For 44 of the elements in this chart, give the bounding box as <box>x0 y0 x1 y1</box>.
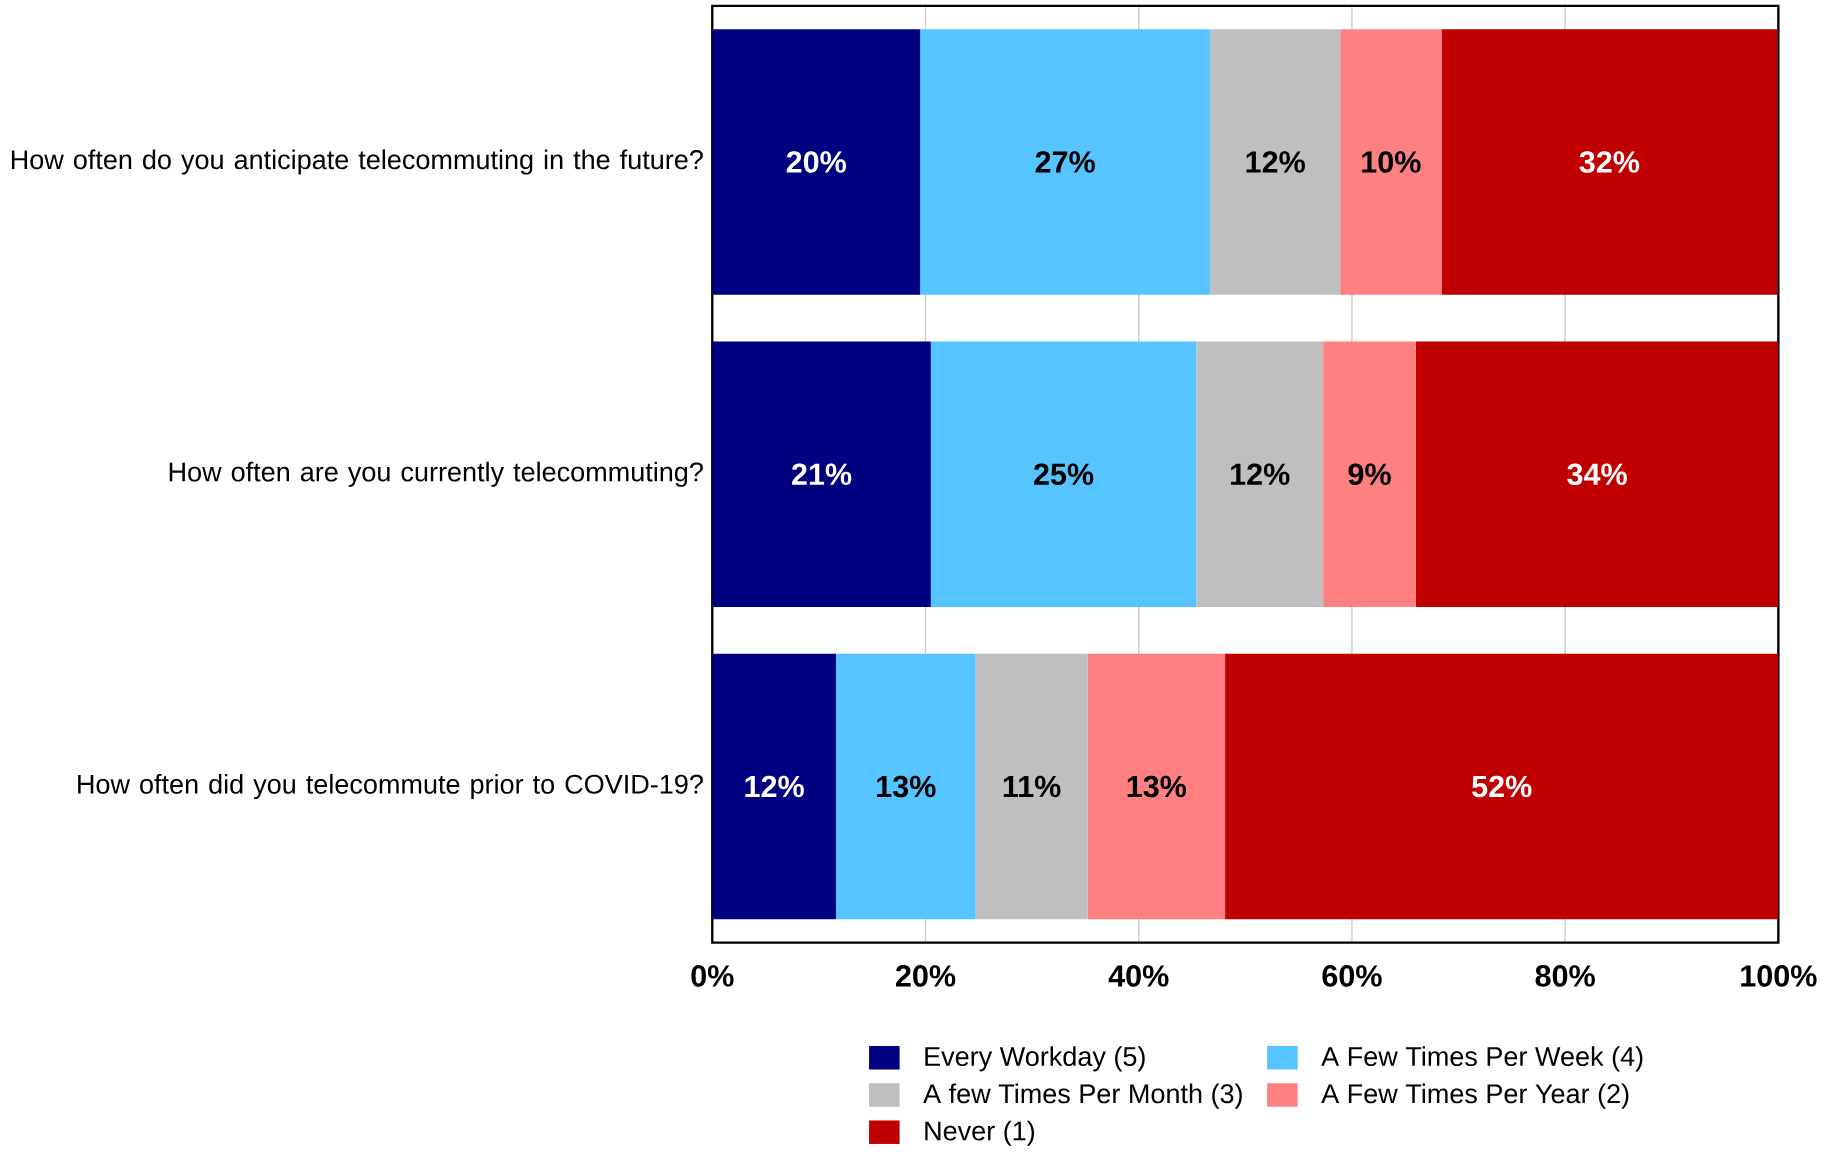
bar <box>1196 341 1324 608</box>
y-tick-label: How often do you anticipate telecommuting in the future? <box>11 149 703 175</box>
data-label: 52% <box>1472 775 1532 798</box>
y-tick-label: How often are you currently telecommuting? <box>169 461 703 488</box>
data-label: 20% <box>786 151 846 174</box>
data-label: 12% <box>745 775 804 798</box>
legend-label: A Few Times Per Year (2) <box>1321 1083 1629 1109</box>
legend-label: A few Times Per Month (3) <box>923 1083 1242 1109</box>
data-label: 25% <box>1034 463 1094 486</box>
legend-label: Every Workday (5) <box>925 1046 1145 1072</box>
bar <box>1087 654 1226 920</box>
bar <box>1415 341 1779 608</box>
data-label: 11% <box>1003 775 1061 798</box>
bar <box>712 654 836 920</box>
data-label: 27% <box>1035 151 1095 173</box>
bar <box>975 654 1088 920</box>
data-label: 9% <box>1348 463 1391 486</box>
data-label: 13% <box>877 775 936 798</box>
data-label: 34% <box>1567 463 1627 486</box>
bar <box>1225 654 1779 920</box>
x-tick-label: 60% <box>1322 965 1382 987</box>
bar <box>712 29 921 295</box>
y-tick-label: How often did you telecommute prior to COVID-19? <box>78 774 703 800</box>
x-tick-label: 100% <box>1741 965 1817 987</box>
bar <box>835 654 976 920</box>
bar <box>930 341 1197 608</box>
bar <box>712 341 931 608</box>
x-tick-label: 40% <box>1108 965 1169 987</box>
bar <box>1441 29 1778 295</box>
data-label: 32% <box>1579 151 1640 174</box>
x-tick-label: 80% <box>1535 965 1595 987</box>
legend-label: A Few Times Per Week (4) <box>1321 1046 1643 1072</box>
bar <box>920 29 1211 295</box>
data-label: 21% <box>792 463 852 486</box>
bar <box>1210 29 1341 295</box>
legend-label: Never (1) <box>925 1120 1035 1147</box>
data-label: 12% <box>1246 151 1305 173</box>
bar <box>1340 29 1442 295</box>
data-label: 10% <box>1362 151 1421 174</box>
x-tick-label: 0% <box>691 965 734 987</box>
bar <box>1323 341 1416 608</box>
x-tick-label: 20% <box>895 965 956 987</box>
data-label: 13% <box>1127 775 1187 798</box>
data-label: 12% <box>1231 463 1290 486</box>
